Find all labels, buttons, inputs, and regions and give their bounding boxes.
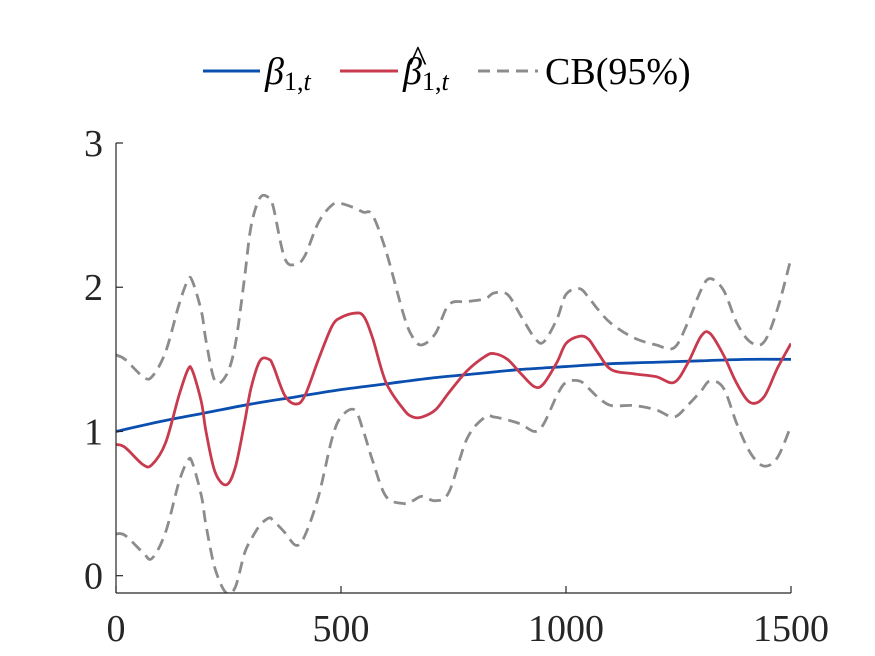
legend-sub-num-est-beta: 1, [422,67,442,96]
x-tick-label: 500 [313,608,370,650]
axes [115,143,791,594]
series-line-cb-upper [116,193,791,385]
y-tick-label: 1 [84,411,103,453]
plot-lines [116,193,791,593]
legend-symbol-est-beta: β [402,51,422,93]
y-tick-label: 3 [84,123,103,165]
legend-item-est-beta: ^ β1,t [340,39,449,96]
legend-sub-var-true-beta: t [303,67,311,96]
legend-label-cb: CB(95%) [545,51,691,93]
legend-symbol-true-beta: β [264,51,284,93]
legend-sub-num-true-beta: 1, [284,67,304,96]
svg-text:β1,t: β1,t [402,51,449,96]
legend: β1,t ^ β1,t CB(95%) [203,39,691,96]
y-tick-label: 0 [84,556,103,598]
x-tick-label: 0 [107,608,126,650]
series-line-cb-lower [116,378,791,593]
tick-labels: 0 1 2 3 0 500 1000 1500 [84,123,829,650]
legend-item-true-beta: β1,t [203,51,311,96]
ticks [115,142,792,593]
y-tick-label: 2 [84,267,103,309]
series-line-true-beta [116,357,791,433]
series-line-est-beta [116,311,791,487]
legend-hat-est-beta: ^ [409,39,427,81]
svg-text:β1,t: β1,t [264,51,311,96]
x-tick-label: 1500 [753,608,829,650]
legend-item-cb: CB(95%) [478,51,691,93]
x-tick-label: 1000 [528,608,604,650]
legend-sub-var-est-beta: t [441,67,449,96]
